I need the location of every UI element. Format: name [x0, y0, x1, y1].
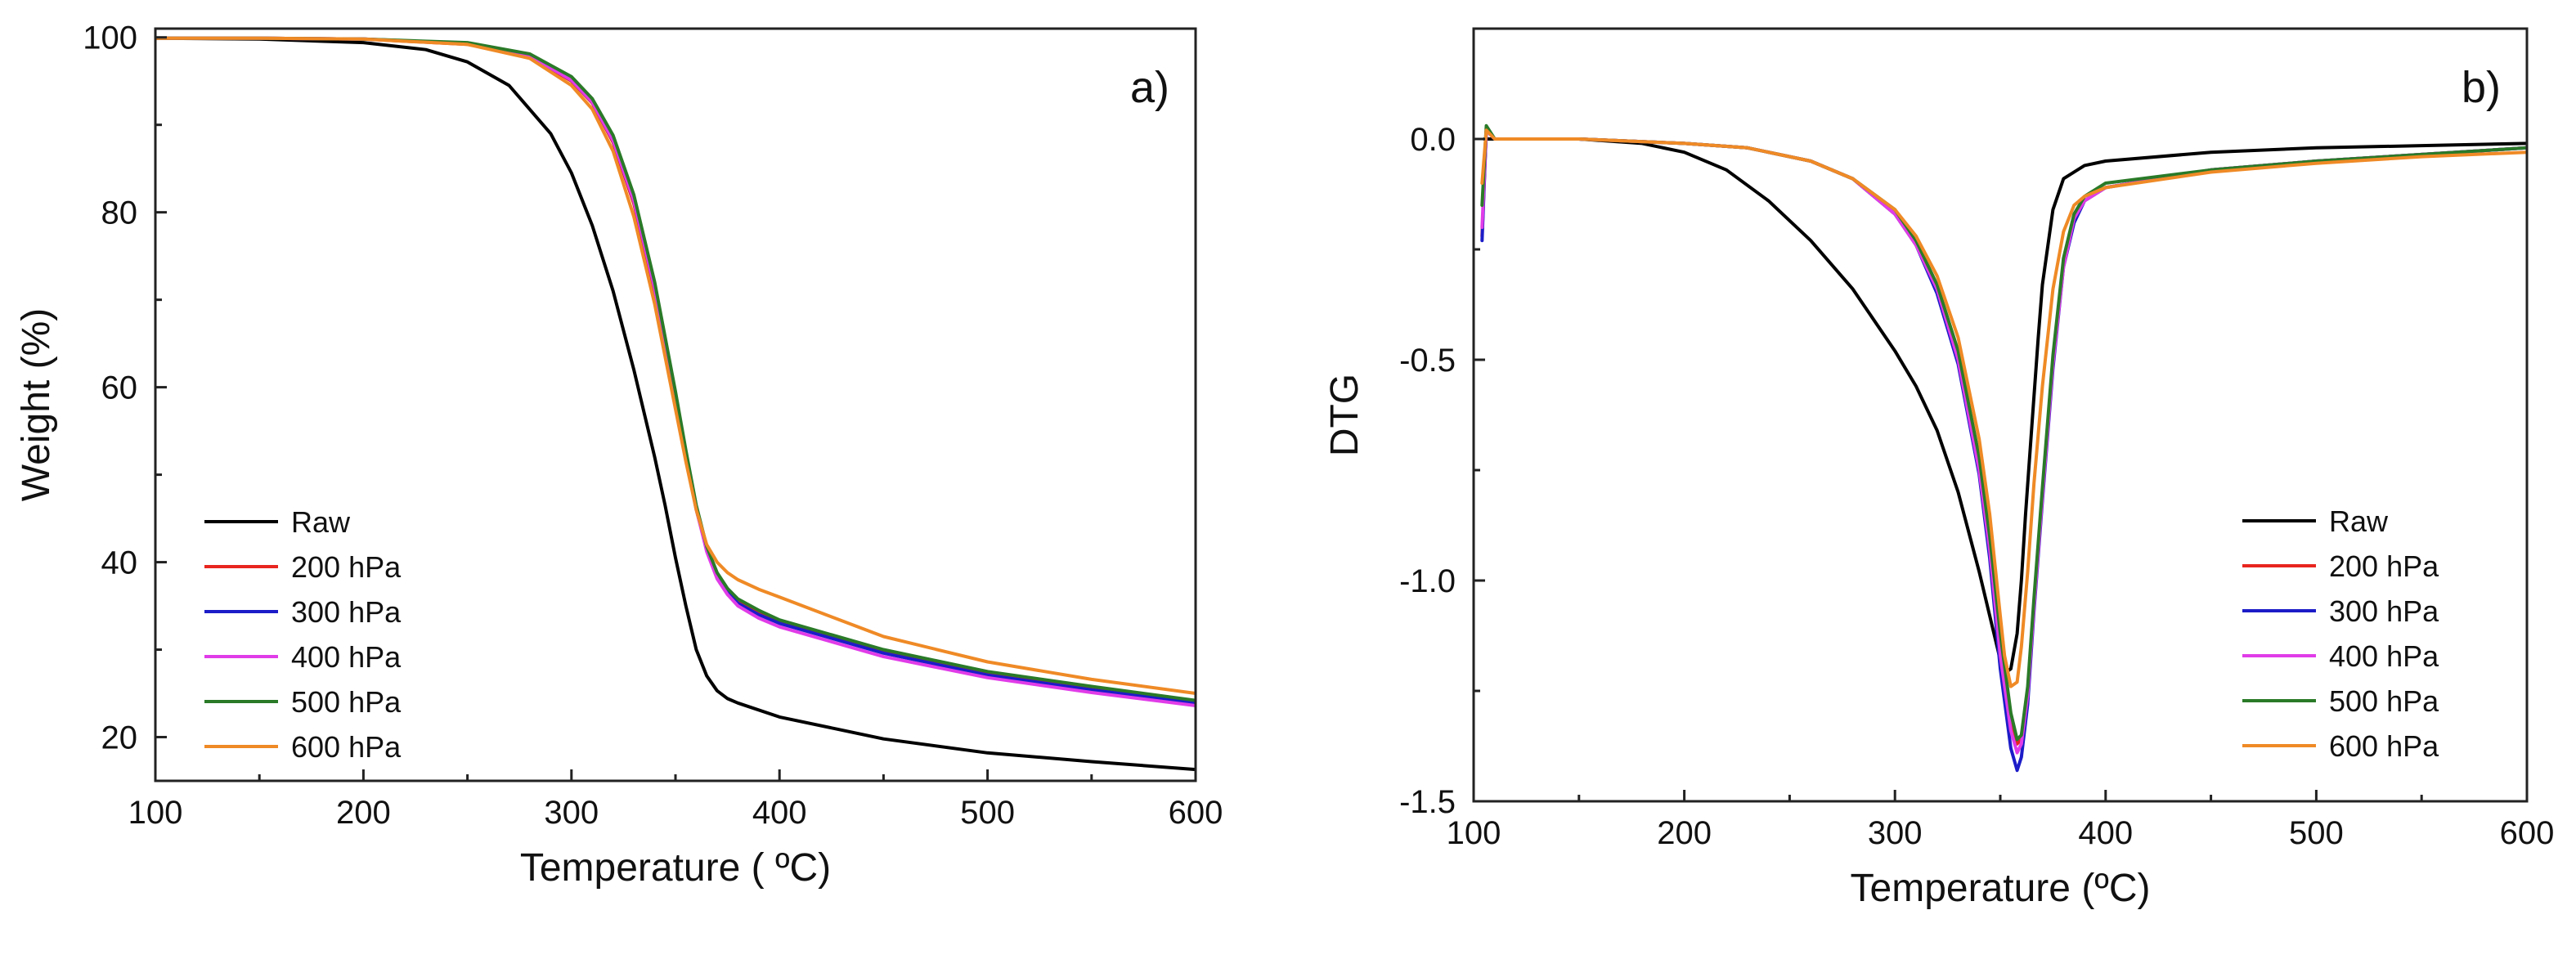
legend-label: 600 hPa [291, 730, 402, 764]
y-tick-label: -0.5 [1399, 343, 1456, 379]
x-tick-label: 600 [1169, 795, 1223, 831]
x-tick-label: 200 [336, 795, 391, 831]
y-axis-title: Weight (%) [15, 308, 58, 502]
x-tick-label: 500 [2289, 815, 2344, 851]
panel-label: a) [1130, 63, 1169, 112]
x-tick-label: 100 [128, 795, 183, 831]
y-tick-label: 0.0 [1410, 122, 1456, 158]
legend-label: 200 hPa [2329, 549, 2439, 583]
series-line-raw [155, 36, 1196, 772]
x-tick-label: 400 [752, 795, 807, 831]
x-tick-label: 300 [1868, 815, 1923, 851]
series-line-600-hpa [1480, 128, 2527, 688]
legend: Raw 200 hPa 300 hPa 400 hPa 500 hPa 600 hPa [2242, 504, 2439, 763]
y-tick-label: 20 [101, 720, 138, 756]
x-tick-label: 200 [1657, 815, 1712, 851]
chart-panel-a: 100 200 300 400 500 600 20 40 60 80 100 Temperature… [15, 20, 1223, 890]
legend-label: 200 hPa [291, 550, 402, 584]
y-tick-label: -1.5 [1399, 784, 1456, 820]
y-tick-label: 40 [101, 545, 138, 581]
legend-label: 600 hPa [2329, 729, 2439, 763]
x-axis-title: Temperature (ºC) [1851, 867, 2151, 910]
x-tick-label: 300 [544, 795, 599, 831]
y-tick-label: -1.0 [1399, 563, 1456, 599]
series-group [155, 36, 1196, 772]
legend-label: 400 hPa [2329, 639, 2439, 673]
legend: Raw 200 hPa 300 hPa 400 hPa 500 hPa 600 hPa [204, 505, 402, 764]
legend-label: 300 hPa [291, 595, 402, 629]
legend-label: 300 hPa [2329, 594, 2439, 628]
legend-label: Raw [291, 505, 351, 539]
y-tick-label: 80 [101, 195, 138, 231]
legend-label: 500 hPa [2329, 684, 2439, 718]
y-tick-label: 100 [83, 20, 137, 56]
x-tick-label: 600 [2500, 815, 2555, 851]
legend-label: 400 hPa [291, 640, 402, 674]
panel-label: b) [2462, 63, 2501, 112]
y-tick-label: 60 [101, 370, 138, 406]
legend-label: Raw [2329, 504, 2389, 538]
legend-label: 500 hPa [291, 685, 402, 719]
x-tick-label: 400 [2078, 815, 2133, 851]
chart-panel-b: 100 200 300 400 500 600 -1.5 -1.0 -0.5 0.0 Tempera… [1323, 27, 2555, 910]
y-axis-title: DTG [1323, 374, 1367, 456]
x-tick-label: 100 [1447, 815, 1501, 851]
series-line-600-hpa [155, 36, 1196, 695]
x-tick-label: 500 [960, 795, 1015, 831]
series-group [1480, 123, 2527, 773]
x-axis-title: Temperature ( ºC) [520, 846, 831, 890]
series-line-raw [1482, 137, 2527, 675]
series-line-500-hpa [155, 36, 1196, 702]
